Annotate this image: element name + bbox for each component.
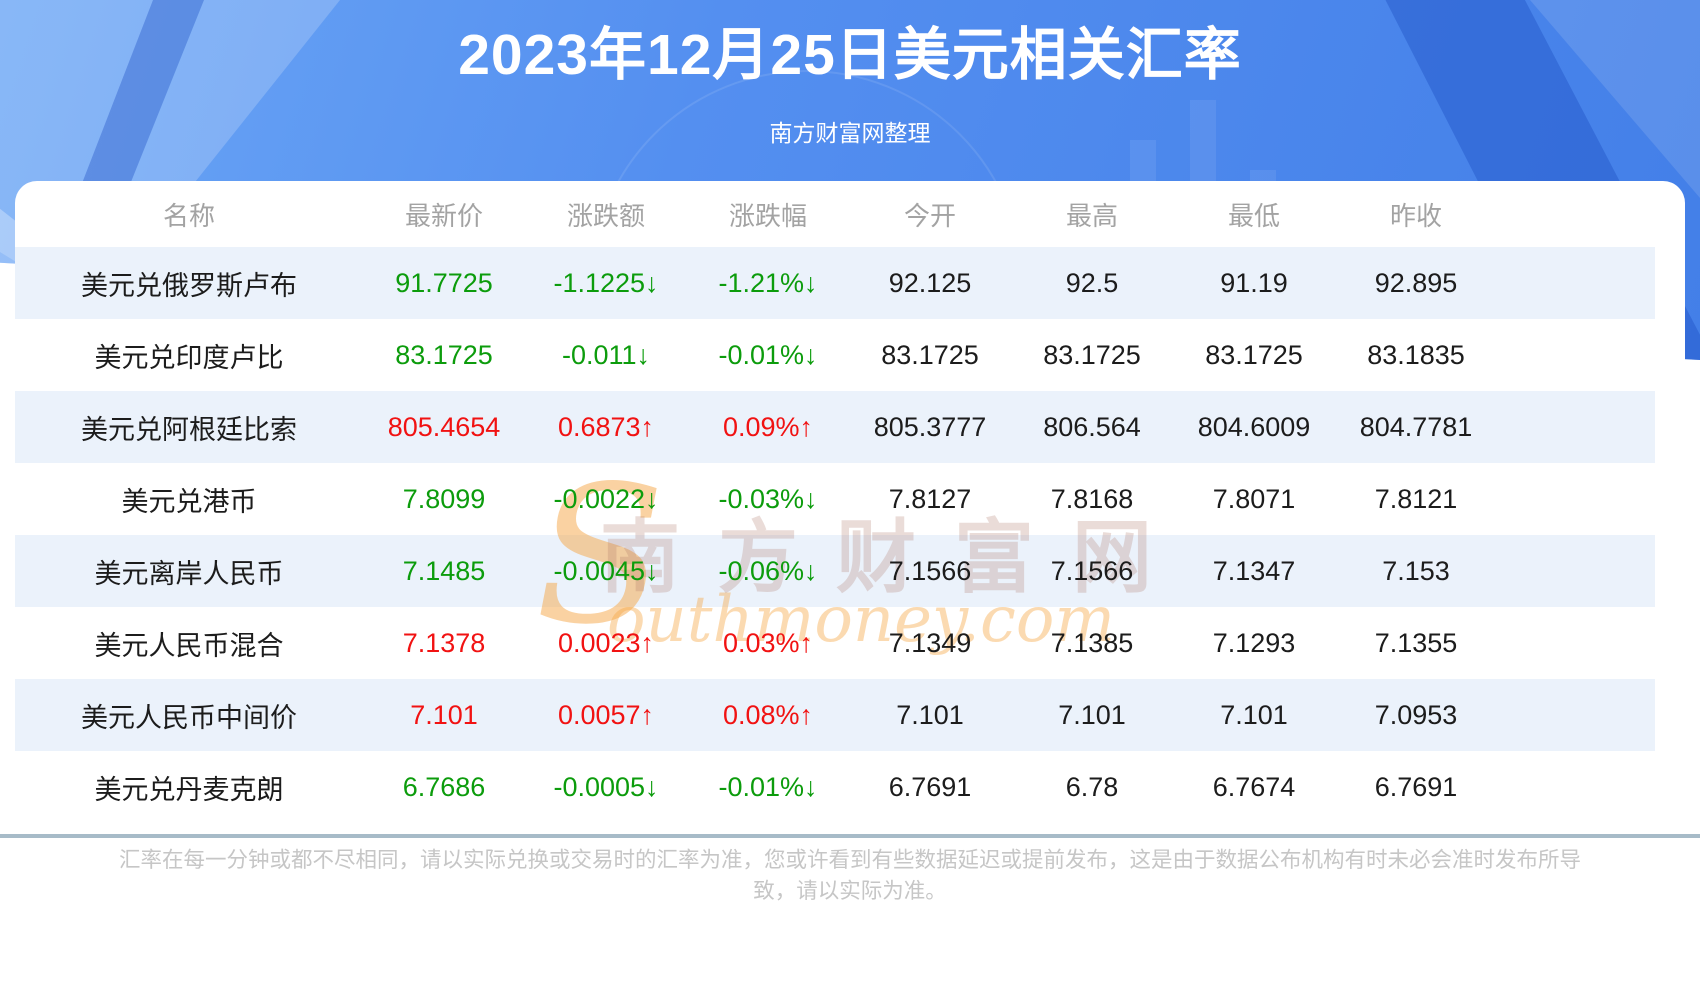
table-row: 美元兑港币 7.8099 -0.0022↓ -0.03%↓ 7.8127 7.8… [15, 463, 1655, 535]
table-row: 美元兑俄罗斯卢布 91.7725 -1.1225↓ -1.21%↓ 92.125… [15, 247, 1655, 319]
cell-high: 92.5 [1065, 267, 1119, 298]
column-header-name: 名称 [162, 200, 215, 231]
cell-prev-close: 804.7781 [1359, 411, 1473, 442]
cell-low: 7.101 [1220, 699, 1288, 730]
cell-change-amount: -0.0005↓ [553, 771, 659, 802]
column-header-change-percent: 涨跌幅 [728, 200, 807, 231]
cell-low: 7.1293 [1212, 627, 1296, 658]
cell-open: 7.1566 [888, 555, 972, 586]
cell-change-percent: -1.21%↓ [718, 267, 818, 298]
cell-latest-price: 91.7725 [395, 267, 493, 298]
table-row: 美元兑印度卢比 83.1725 -0.011↓ -0.01%↓ 83.1725 … [15, 319, 1655, 391]
rate-table: 名称 最新价 涨跌额 涨跌幅 今开 最高 最低 昨收 美元兑俄罗斯卢布 91.7… [15, 181, 1655, 823]
table-row: 美元离岸人民币 7.1485 -0.0045↓ -0.06%↓ 7.1566 7… [15, 535, 1655, 607]
cell-prev-close: 7.1355 [1374, 627, 1458, 658]
cell-high: 83.1725 [1043, 339, 1141, 370]
cell-name: 美元兑印度卢比 [94, 342, 284, 373]
cell-low: 7.1347 [1212, 555, 1296, 586]
cell-high: 7.8168 [1050, 483, 1134, 514]
cell-low: 804.6009 [1197, 411, 1311, 442]
cell-change-percent: -0.06%↓ [718, 555, 818, 586]
cell-change-amount: -0.0022↓ [553, 483, 659, 514]
cell-latest-price: 7.101 [410, 699, 478, 730]
cell-prev-close: 7.0953 [1374, 699, 1458, 730]
cell-prev-close: 7.153 [1382, 555, 1450, 586]
cell-change-percent: 0.09%↑ [722, 411, 814, 442]
cell-low: 91.19 [1220, 267, 1288, 298]
cell-open: 805.3777 [873, 411, 987, 442]
cell-high: 7.1566 [1050, 555, 1134, 586]
cell-latest-price: 6.7686 [402, 771, 486, 802]
cell-latest-price: 7.8099 [402, 483, 486, 514]
cell-prev-close: 92.895 [1374, 267, 1458, 298]
cell-name: 美元兑丹麦克朗 [94, 774, 284, 805]
cell-open: 83.1725 [881, 339, 979, 370]
rate-table-card: S 南方财富网 outhmoney.com 名称 最新价 涨跌额 涨跌幅 今开 … [15, 181, 1685, 823]
column-header-high: 最高 [1065, 200, 1118, 231]
cell-latest-price: 805.4654 [387, 411, 501, 442]
cell-prev-close: 6.7691 [1374, 771, 1458, 802]
cell-open: 7.101 [896, 699, 964, 730]
cell-name: 美元兑阿根廷比索 [81, 414, 297, 445]
cell-low: 83.1725 [1205, 339, 1303, 370]
page-subtitle: 南方财富网整理 [769, 120, 931, 146]
cell-name: 美元兑俄罗斯卢布 [81, 270, 297, 301]
table-row: 美元兑丹麦克朗 6.7686 -0.0005↓ -0.01%↓ 6.7691 6… [15, 751, 1655, 823]
cell-change-percent: -0.01%↓ [718, 771, 818, 802]
cell-change-amount: 0.6873↑ [557, 411, 655, 442]
page-title: 2023年12月25日美元相关汇率 [458, 23, 1242, 87]
cell-name: 美元人民币混合 [94, 630, 284, 661]
column-header-latest-price: 最新价 [404, 200, 483, 231]
cell-low: 6.7674 [1212, 771, 1296, 802]
cell-change-amount: -0.0045↓ [553, 555, 659, 586]
cell-open: 92.125 [888, 267, 972, 298]
cell-high: 7.1385 [1050, 627, 1134, 658]
cell-prev-close: 7.8121 [1374, 483, 1458, 514]
footer-disclaimer: 汇率在每一分钟或都不尽相同，请以实际兑换或交易时的汇率为准，您或许看到有些数据延… [118, 848, 1581, 903]
cell-change-amount: 0.0057↑ [557, 699, 655, 730]
cell-open: 7.1349 [888, 627, 972, 658]
column-header-prev-close: 昨收 [1389, 200, 1442, 231]
table-row: 美元人民币中间价 7.101 0.0057↑ 0.08%↑ 7.101 7.10… [15, 679, 1655, 751]
rate-table-body: 美元兑俄罗斯卢布 91.7725 -1.1225↓ -1.21%↓ 92.125… [15, 247, 1655, 823]
cell-change-amount: -1.1225↓ [553, 267, 659, 298]
cell-change-amount: 0.0023↑ [557, 627, 655, 658]
cell-high: 7.101 [1058, 699, 1126, 730]
cell-change-percent: -0.03%↓ [718, 483, 818, 514]
cell-low: 7.8071 [1212, 483, 1296, 514]
column-header-change-amount: 涨跌额 [566, 200, 645, 231]
column-header-open: 今开 [903, 200, 956, 231]
cell-open: 6.7691 [888, 771, 972, 802]
cell-change-percent: -0.01%↓ [718, 339, 818, 370]
table-row: 美元兑阿根廷比索 805.4654 0.6873↑ 0.09%↑ 805.377… [15, 391, 1655, 463]
cell-high: 806.564 [1043, 411, 1141, 442]
table-header-row: 名称 最新价 涨跌额 涨跌幅 今开 最高 最低 昨收 [15, 181, 1655, 247]
cell-name: 美元兑港币 [121, 486, 257, 517]
cell-name: 美元人民币中间价 [81, 702, 297, 733]
cell-latest-price: 7.1378 [402, 627, 486, 658]
cell-change-percent: 0.03%↑ [722, 627, 814, 658]
cell-latest-price: 83.1725 [395, 339, 493, 370]
cell-high: 6.78 [1065, 771, 1119, 802]
cell-latest-price: 7.1485 [402, 555, 486, 586]
cell-name: 美元离岸人民币 [94, 558, 284, 589]
footer-divider [0, 834, 1700, 838]
column-header-low: 最低 [1227, 200, 1280, 231]
table-row: 美元人民币混合 7.1378 0.0023↑ 0.03%↑ 7.1349 7.1… [15, 607, 1655, 679]
cell-change-percent: 0.08%↑ [722, 699, 814, 730]
cell-change-amount: -0.011↓ [561, 339, 651, 370]
cell-prev-close: 83.1835 [1367, 339, 1465, 370]
cell-open: 7.8127 [888, 483, 972, 514]
